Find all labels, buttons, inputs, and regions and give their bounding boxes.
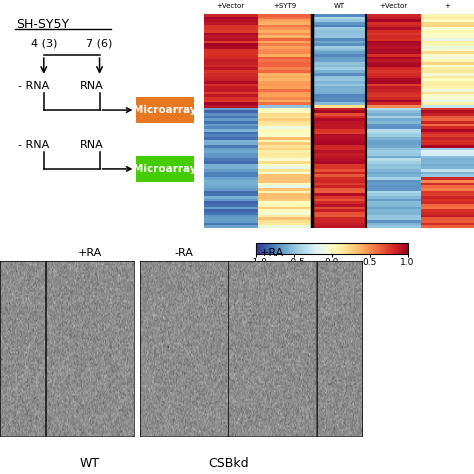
Text: CSBkd: CSBkd xyxy=(406,0,434,1)
Text: WT: WT xyxy=(333,3,345,9)
Text: WT: WT xyxy=(331,0,346,1)
Text: CSBkd cells: CSBkd cells xyxy=(233,0,283,1)
Text: CSBkd: CSBkd xyxy=(208,457,249,470)
Text: WT: WT xyxy=(80,457,100,470)
Bar xyxy=(137,156,194,182)
Text: +RA: +RA xyxy=(78,248,102,258)
Text: - RNA: - RNA xyxy=(18,140,49,150)
Text: - RNA: - RNA xyxy=(18,81,49,91)
Text: +Vector: +Vector xyxy=(217,3,245,9)
Text: +Vector: +Vector xyxy=(379,3,407,9)
Text: 7 (6): 7 (6) xyxy=(86,38,113,48)
Text: +RA: +RA xyxy=(260,248,284,258)
Text: Microarray: Microarray xyxy=(134,105,197,115)
Text: Microarray: Microarray xyxy=(134,164,197,174)
Text: +SYT9: +SYT9 xyxy=(273,3,297,9)
Bar xyxy=(137,97,194,123)
Text: RNA: RNA xyxy=(80,140,103,150)
Text: -RA: -RA xyxy=(174,248,193,258)
Text: 4 (3): 4 (3) xyxy=(31,38,57,48)
Text: SH-SY5Y: SH-SY5Y xyxy=(16,18,69,31)
Text: RNA: RNA xyxy=(80,81,103,91)
Text: +: + xyxy=(444,3,450,9)
